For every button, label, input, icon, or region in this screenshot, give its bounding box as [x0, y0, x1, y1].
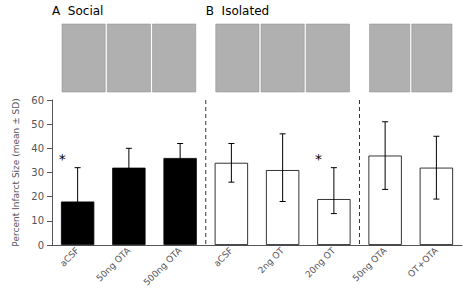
- svg-text:aCSF: aCSF: [212, 245, 235, 268]
- svg-text:B Isolated: B Isolated: [206, 4, 269, 18]
- svg-text:*: *: [59, 151, 66, 167]
- svg-text:OT+OTA: OT+OTA: [406, 245, 441, 280]
- svg-text:20: 20: [31, 191, 44, 202]
- svg-text:*: *: [315, 151, 322, 167]
- svg-text:10: 10: [31, 215, 44, 226]
- svg-text:2ng OT: 2ng OT: [256, 245, 286, 275]
- svg-text:Percent Infarct Size (mean ± S: Percent Infarct Size (mean ± SD): [11, 98, 21, 246]
- svg-text:0: 0: [38, 240, 44, 251]
- svg-text:50: 50: [31, 119, 44, 130]
- svg-text:20ng OT: 20ng OT: [303, 245, 337, 279]
- svg-text:60: 60: [31, 95, 44, 106]
- svg-text:500ng OTA: 500ng OTA: [142, 245, 185, 288]
- svg-text:aCSF: aCSF: [58, 245, 81, 268]
- svg-text:40: 40: [31, 143, 44, 154]
- svg-text:A Social: A Social: [52, 4, 103, 18]
- svg-text:50ng OTA: 50ng OTA: [94, 245, 133, 284]
- svg-text:30: 30: [31, 167, 44, 178]
- svg-text:50ng OTA: 50ng OTA: [351, 245, 390, 284]
